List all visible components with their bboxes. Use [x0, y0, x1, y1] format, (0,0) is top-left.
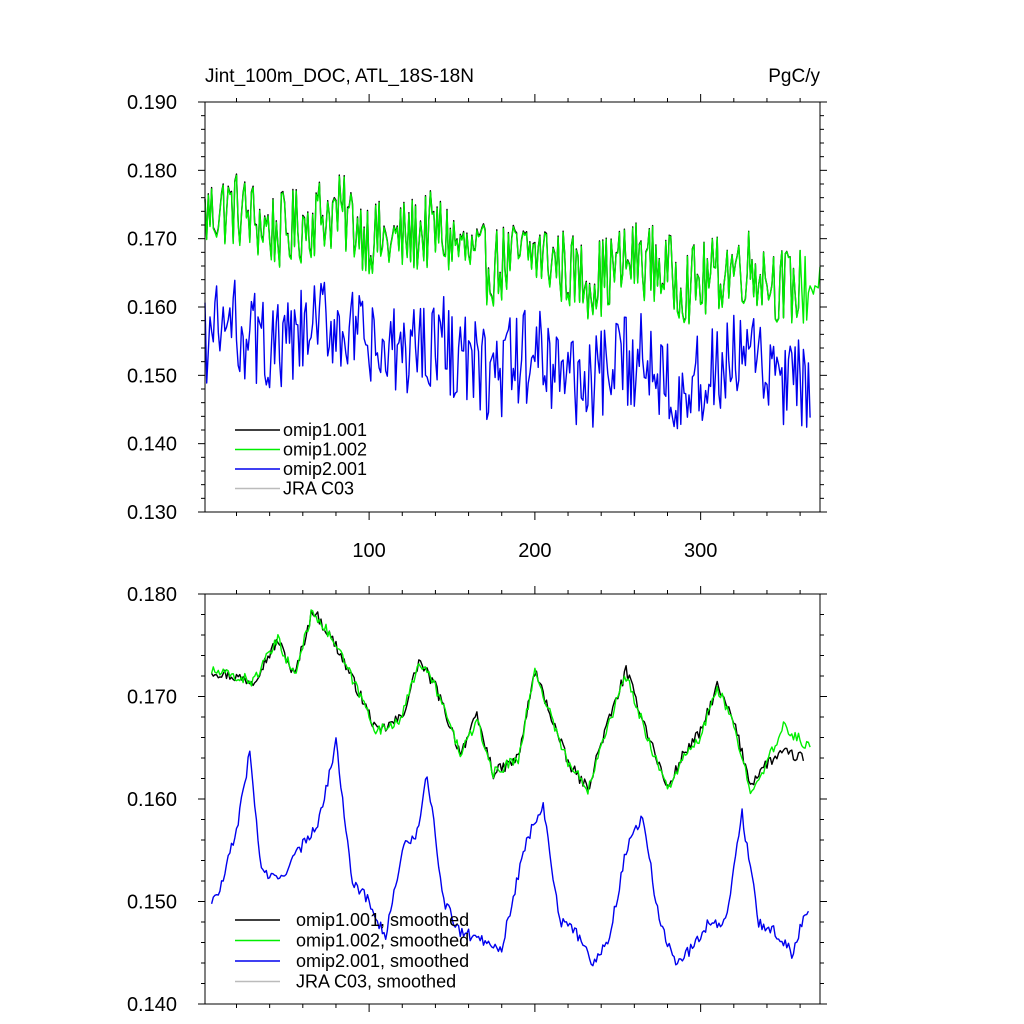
- y-tick-label: 0.170: [127, 687, 177, 709]
- top-panel: Jint_100m_DOC, ATL_18S-18N PgC/y 0.1300.…: [127, 66, 827, 562]
- top-ticks: [198, 94, 827, 520]
- y-tick-label: 0.150: [127, 892, 177, 914]
- y-tick-label: 0.190: [127, 92, 177, 114]
- y-tick-label: 0.150: [127, 365, 177, 387]
- series-line-omip1-002-smoothed: [210, 609, 811, 795]
- x-tick-label: 300: [684, 540, 717, 562]
- bottom-ticks: [198, 586, 827, 1012]
- legend-label: omip1.002, smoothed: [296, 931, 469, 951]
- top-chart-title: Jint_100m_DOC, ATL_18S-18N: [205, 66, 474, 87]
- y-tick-label: 0.130: [127, 502, 177, 524]
- bottom-y-tick-labels: 0.140 0.150 0.160 0.170 0.180: [127, 584, 177, 1016]
- x-tick-label: 200: [518, 540, 551, 562]
- y-tick-label: 0.180: [127, 160, 177, 182]
- x-tick-label: 100: [352, 540, 385, 562]
- series-line-omip2-001-smoothed: [210, 737, 810, 967]
- bottom-panel: 0.140 0.150 0.160 0.170 0.180 omip1.001, smo…: [127, 584, 827, 1016]
- series-line-omip2-001: [204, 279, 811, 430]
- top-x-tick-labels: 100 200 300: [352, 540, 717, 562]
- legend-label: omip1.001, smoothed: [296, 910, 469, 930]
- legend-label: omip2.001: [283, 459, 367, 479]
- top-series-layer: [204, 173, 821, 430]
- y-tick-label: 0.160: [127, 789, 177, 811]
- y-tick-label: 0.140: [127, 434, 177, 456]
- legend-label: JRA C03, smoothed: [296, 972, 456, 992]
- top-y-tick-labels: 0.130 0.140 0.150 0.160 0.170 0.180 0.190: [127, 92, 177, 524]
- y-tick-label: 0.180: [127, 584, 177, 606]
- y-tick-label: 0.140: [127, 994, 177, 1016]
- legend-label: omip1.001: [283, 420, 367, 440]
- y-tick-label: 0.170: [127, 229, 177, 251]
- bottom-series-layer: [210, 609, 811, 967]
- top-chart-units: PgC/y: [768, 66, 820, 87]
- y-tick-label: 0.160: [127, 297, 177, 319]
- series-line-omip1-002: [204, 174, 821, 325]
- legend-label: JRA C03: [283, 479, 354, 499]
- legend-label: omip1.002: [283, 440, 367, 460]
- legend-label: omip2.001, smoothed: [296, 951, 469, 971]
